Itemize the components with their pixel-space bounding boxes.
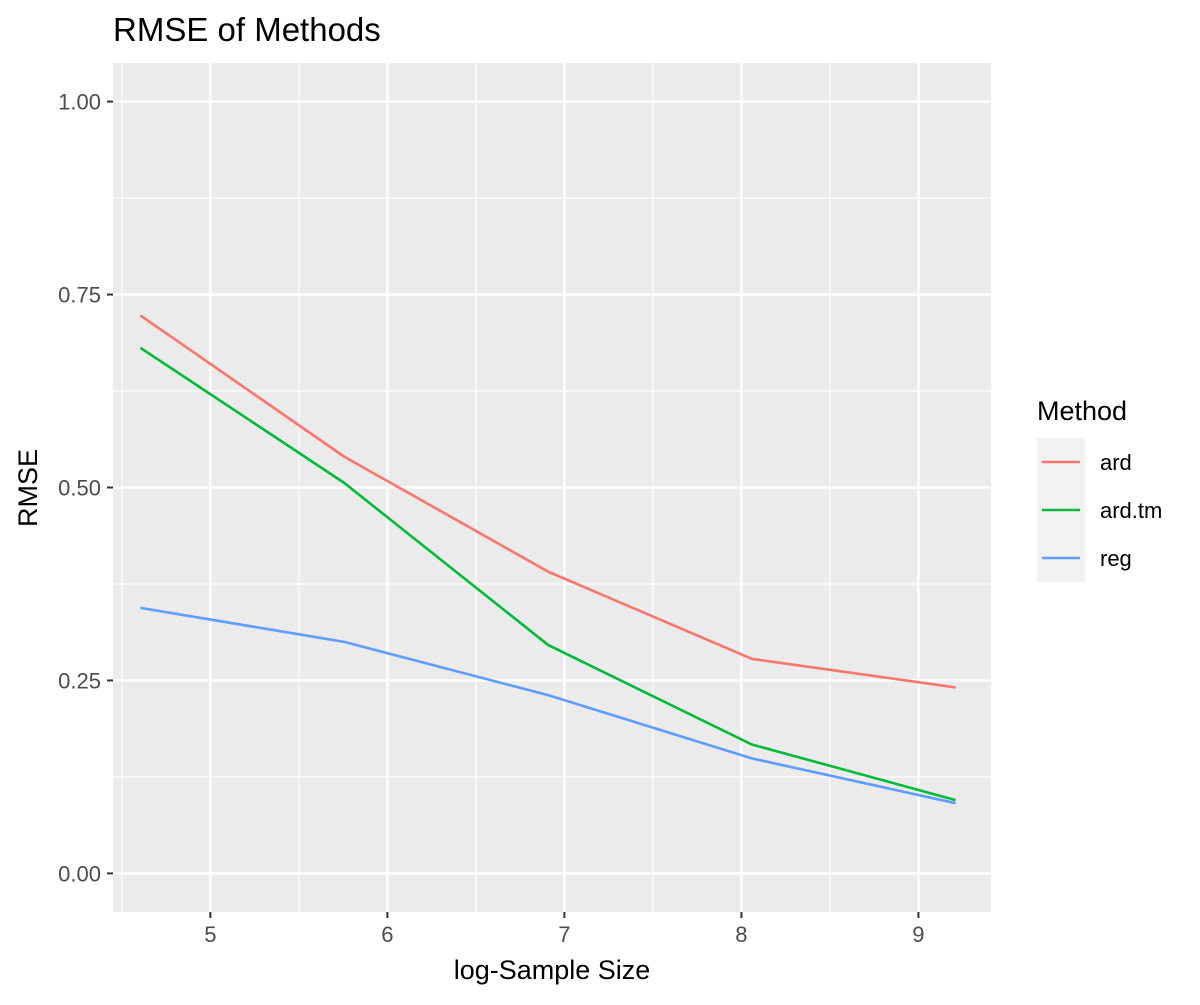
y-tick-label: 0.25	[58, 668, 101, 693]
series-line-ard-tm	[139, 346, 956, 802]
legend-label-reg: reg	[1100, 546, 1132, 571]
series-layer	[139, 314, 956, 805]
series-line-ard	[139, 314, 956, 689]
y-tick-label: 1.00	[58, 90, 101, 115]
legend-items: ard ard.tm reg	[1042, 450, 1162, 571]
grid-layer	[113, 63, 991, 912]
y-tick-label: 0.00	[58, 861, 101, 886]
x-tick-label: 8	[735, 922, 747, 947]
series-line-reg	[140, 606, 956, 805]
x-tick-label: 6	[381, 922, 393, 947]
y-axis-label: RMSE	[13, 449, 43, 527]
legend-label-ard: ard	[1100, 450, 1132, 475]
legend-title: Method	[1037, 396, 1127, 426]
x-axis-label: log-Sample Size	[454, 955, 651, 985]
x-tick-label: 5	[204, 922, 216, 947]
chart-title: RMSE of Methods	[113, 11, 381, 48]
x-tick-label: 7	[558, 922, 570, 947]
y-tick-label: 0.75	[58, 283, 101, 308]
legend: Method ard ard.tm reg	[1037, 396, 1162, 582]
y-tick-label: 0.50	[58, 476, 101, 501]
axis-layer: 5 6 7 8 9 0.00 0.25 0.50 0.75 1.00	[58, 90, 924, 947]
legend-label-ard-tm: ard.tm	[1100, 498, 1162, 523]
x-tick-label: 9	[912, 922, 924, 947]
